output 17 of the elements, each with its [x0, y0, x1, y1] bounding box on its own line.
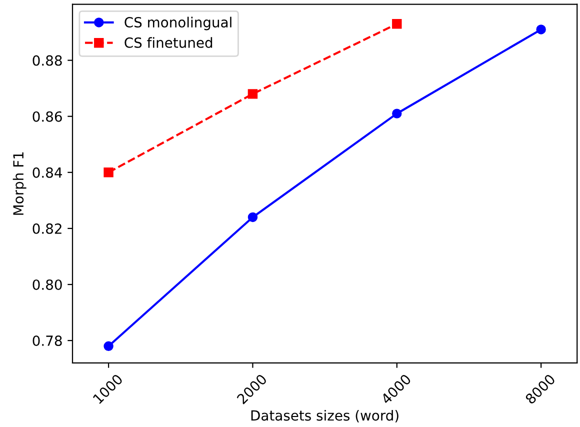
- legend-label: CS monolingual: [124, 16, 232, 30]
- x-axis-title: Datasets sizes (word): [251, 410, 398, 422]
- legend-label: CS finetuned: [124, 37, 212, 48]
- point: [536, 24, 546, 34]
- y-tick-label: 0.78: [32, 336, 62, 346]
- point: [248, 89, 258, 99]
- y-tick-label: 0.88: [32, 55, 62, 66]
- point: [392, 108, 402, 118]
- y-tick-label: 0.82: [32, 223, 62, 234]
- y-tick-label: 0.80: [32, 279, 62, 290]
- point: [104, 168, 114, 178]
- y-tick-label: 0.86: [32, 111, 62, 122]
- y-axis-title: Morph F1: [12, 152, 26, 215]
- point: [248, 212, 258, 222]
- y-tick-label: 0.84: [32, 167, 62, 178]
- point: [104, 341, 114, 351]
- point: [392, 19, 402, 29]
